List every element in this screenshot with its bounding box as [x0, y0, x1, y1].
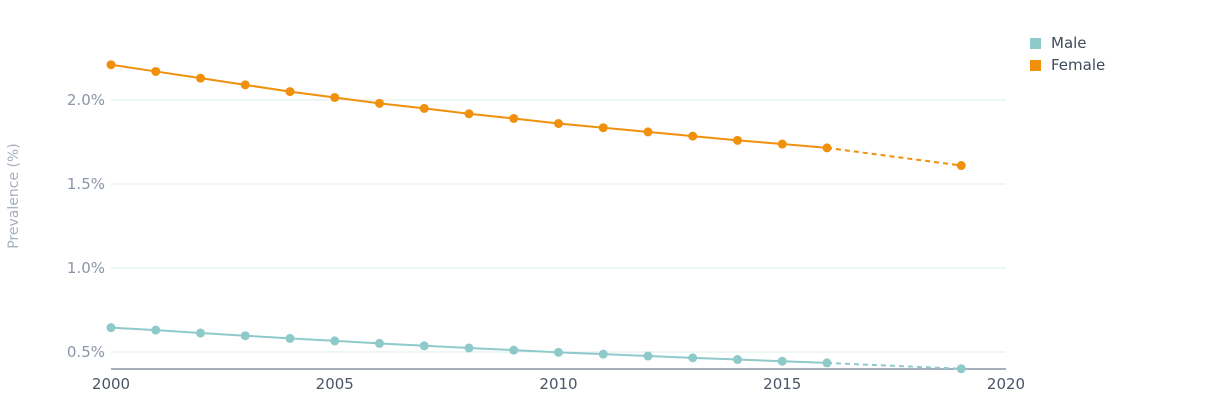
- data-point-male-2006: [375, 338, 384, 348]
- data-point-male-2010: [554, 347, 563, 357]
- legend-swatch-female: [1030, 59, 1041, 71]
- data-point-female-2000: [106, 60, 116, 70]
- data-point-female-2011: [598, 123, 608, 133]
- projection-line-female: [826, 146, 962, 167]
- data-point-female-2009: [509, 113, 519, 123]
- data-point-female-2015: [777, 139, 787, 149]
- projection-line-male: [826, 361, 962, 370]
- data-point-male-2002: [196, 328, 205, 338]
- data-point-male-2011: [598, 349, 608, 359]
- legend-item-male[interactable]: Male: [1030, 32, 1105, 54]
- data-point-female-2007: [419, 103, 429, 113]
- data-point-female-2012: [643, 127, 653, 137]
- data-point-male-2003: [240, 331, 250, 341]
- data-point-female-2016: [822, 143, 832, 153]
- data-point-male-2016: [822, 358, 832, 368]
- data-point-female-2005: [330, 92, 340, 102]
- legend-label-male: Male: [1051, 34, 1087, 52]
- data-point-male-2005: [330, 336, 340, 346]
- data-point-male-2019: [956, 364, 966, 374]
- data-point-male-2012: [643, 351, 653, 361]
- data-point-female-2003: [240, 80, 250, 90]
- legend-label-female: Female: [1051, 56, 1106, 74]
- data-point-female-2013: [688, 131, 698, 141]
- data-point-male-2015: [777, 356, 787, 366]
- y-tick-label-1: 1.0%: [67, 259, 105, 277]
- x-tick-label-4: 2020: [987, 375, 1025, 393]
- data-point-female-2001: [151, 66, 161, 76]
- y-axis-title: Prevalence (%): [6, 143, 22, 249]
- legend: Male Female: [1030, 32, 1105, 76]
- data-point-male-2001: [151, 325, 161, 335]
- data-point-female-2014: [733, 135, 742, 145]
- y-tick-label-0: 0.5%: [67, 343, 105, 361]
- data-point-female-2010: [554, 119, 563, 129]
- data-point-male-2013: [688, 353, 698, 363]
- series-line-female: [110, 63, 828, 149]
- data-point-male-2004: [285, 333, 295, 343]
- data-point-male-2007: [419, 341, 429, 351]
- data-point-female-2004: [285, 87, 295, 97]
- data-point-male-2008: [464, 343, 474, 353]
- data-point-male-2009: [509, 345, 519, 355]
- x-tick-label-0: 2000: [92, 375, 130, 393]
- data-point-female-2002: [196, 73, 205, 83]
- data-point-female-2019: [956, 161, 966, 171]
- x-tick-label-2: 2010: [539, 375, 577, 393]
- x-tick-label-3: 2015: [763, 375, 801, 393]
- data-point-female-2008: [464, 109, 474, 119]
- data-point-male-2014: [733, 355, 742, 365]
- data-point-male-2000: [106, 323, 116, 333]
- legend-item-female[interactable]: Female: [1030, 54, 1105, 76]
- y-tick-label-3: 2.0%: [67, 91, 105, 109]
- y-tick-label-2: 1.5%: [67, 175, 105, 193]
- data-point-female-2006: [375, 98, 384, 108]
- x-tick-label-1: 2005: [316, 375, 354, 393]
- legend-swatch-male: [1030, 37, 1041, 49]
